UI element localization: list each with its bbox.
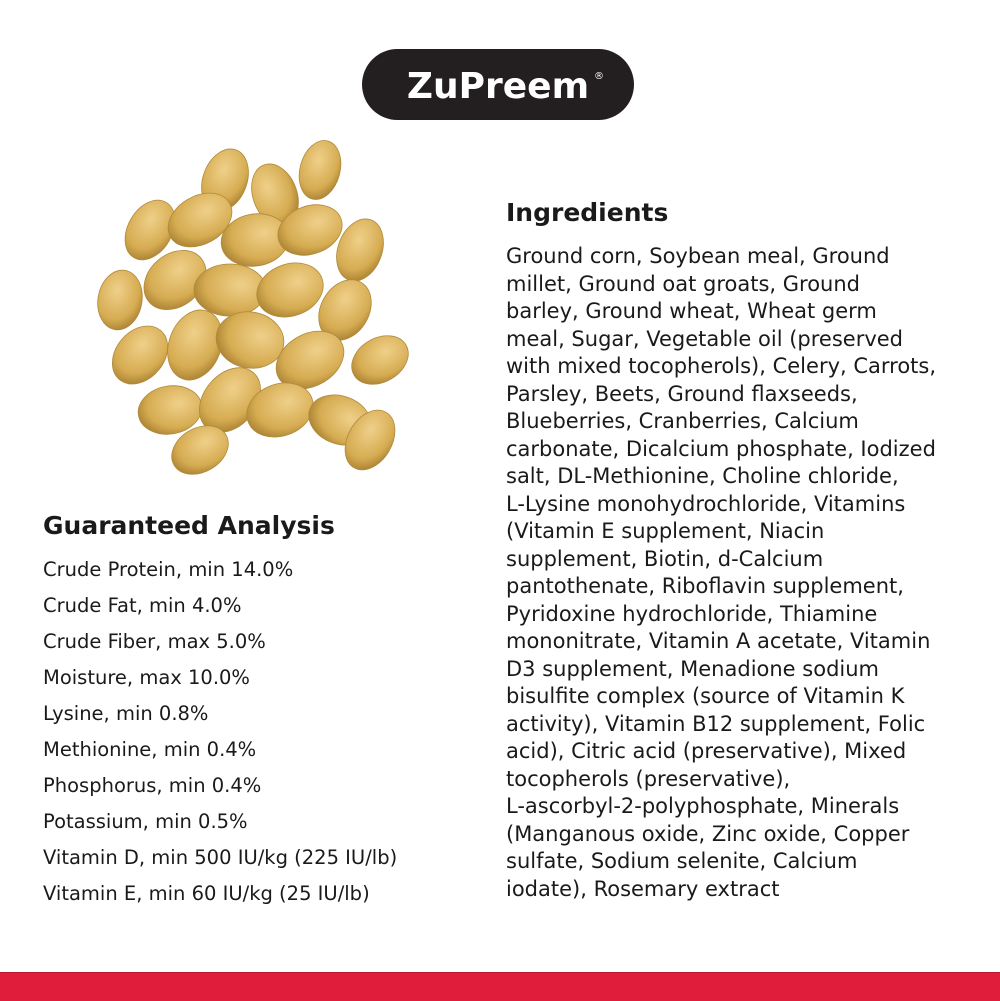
kibble-piece (256, 262, 324, 318)
analysis-item: Vitamin E, min 60 IU/kg (25 IU/lb) (43, 882, 370, 905)
ingredients-line: sulfate, Sodium selenite, Calcium (506, 849, 858, 873)
brand-name: ZuPreem (406, 66, 590, 107)
kibble-piece (167, 192, 233, 248)
ingredients-line: acid), Citric acid (preservative), Mixed (506, 739, 907, 763)
analysis-item: Lysine, min 0.8% (43, 702, 209, 725)
kibble-piece (171, 425, 229, 475)
brand-logo: ZuPreem ® (362, 49, 634, 120)
kibble-piece (298, 140, 342, 200)
ingredients-line: meal, Sugar, Vegetable oil (preserved (506, 326, 904, 351)
ingredients-line: D3 supplement, Menadione sodium (506, 656, 879, 681)
kibble-piece (351, 335, 409, 385)
analysis-item: Vitamin D, min 500 IU/kg (225 IU/lb) (43, 846, 398, 869)
analysis-item: Potassium, min 0.5% (43, 810, 248, 833)
analysis-item: Crude Protein, min 14.0% (43, 558, 294, 581)
ingredients-line: (Vitamin E supplement, Niacin (506, 519, 825, 543)
ingredients-line: barley, Ground wheat, Wheat germ (506, 299, 877, 323)
ingredients-line: carbonate, Dicalcium phosphate, Iodized (506, 436, 936, 461)
ingredients-line: Pyridoxine hydrochloride, Thiamine (506, 601, 878, 626)
kibble-piece (143, 250, 207, 310)
ingredients-title: Ingredients (506, 198, 669, 227)
analysis-item: Crude Fiber, max 5.0% (43, 630, 266, 653)
kibble-piece (124, 199, 176, 261)
kibble-piece (246, 382, 314, 438)
kibble-piece (167, 309, 223, 381)
analysis-item: Moisture, max 10.0% (43, 666, 250, 689)
ingredients-line: bisulfite complex (source of Vitamin K (506, 684, 905, 708)
analysis-item: Methionine, min 0.4% (43, 738, 257, 761)
kibble-piece (112, 325, 168, 385)
kibble-piece (215, 311, 285, 369)
ingredients-line: salt, DL-Methionine, Choline chloride, (506, 464, 899, 488)
analysis-item: Crude Fat, min 4.0% (43, 594, 242, 617)
kibble-pile-image (97, 140, 409, 475)
guaranteed-analysis-title: Guaranteed Analysis (43, 511, 335, 540)
kibble-piece (193, 263, 267, 317)
kibble-piece (97, 269, 143, 331)
ingredients-line: tocopherols (preservative), (506, 766, 791, 791)
ingredients-line: millet, Ground oat groats, Ground (506, 271, 860, 296)
ingredients-line: mononitrate, Vitamin A acetate, Vitamin (506, 629, 931, 653)
ingredients-line: activity), Vitamin B12 supplement, Folic (506, 711, 926, 736)
kibble-piece (277, 204, 343, 256)
guaranteed-analysis-list: Crude Protein, min 14.0% Crude Fat, min 4… (43, 552, 397, 912)
ingredients-text: Ground corn, Soybean meal, Ground millet,… (506, 243, 936, 903)
ingredients-line: iodate), Rosemary extract (506, 876, 780, 901)
ingredients-line: (Manganous oxide, Zinc oxide, Copper (506, 821, 910, 846)
ingredients-line: Blueberries, Cranberries, Calcium (506, 409, 859, 433)
kibble-piece (344, 409, 396, 471)
ingredients-line: Ground corn, Soybean meal, Ground (506, 244, 890, 268)
analysis-item: Phosphorus, min 0.4% (43, 774, 262, 797)
ingredients-line: pantothenate, Riboflavin supplement, (506, 574, 904, 598)
ingredients-line: L-Lysine monohydrochloride, Vitamins (506, 491, 906, 516)
kibble-piece (275, 330, 345, 390)
ingredients-line: Parsley, Beets, Ground flaxseeds, (506, 381, 858, 406)
ingredients-line: with mixed tocopherols), Celery, Carrots… (506, 354, 937, 378)
accent-bar (0, 972, 1000, 1001)
ingredients-line: supplement, Biotin, d-Calcium (506, 546, 824, 571)
ingredients-line: L-ascorbyl-2-polyphosphate, Minerals (506, 794, 900, 818)
registered-mark: ® (594, 71, 604, 82)
